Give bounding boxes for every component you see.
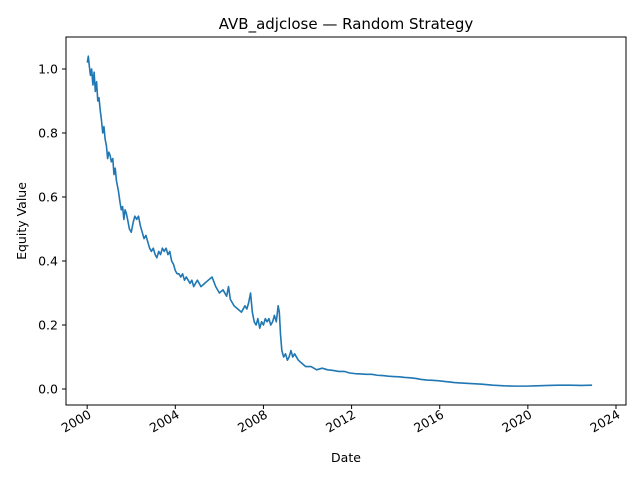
- x-tick-label-5: 2020: [499, 407, 534, 436]
- x-tick-label-0: 2000: [59, 407, 94, 436]
- y-tick-label-1: 0.2: [38, 318, 58, 333]
- plot-series: [86, 55, 593, 387]
- y-tick-label-2: 0.4: [38, 254, 58, 269]
- y-tick-label-4: 0.8: [38, 126, 58, 141]
- y-axis-title: Equity Value: [14, 182, 29, 260]
- plot-frame: [65, 36, 627, 406]
- x-tick-label-3: 2012: [323, 407, 358, 436]
- y-tick-label-5: 1.0: [38, 62, 58, 77]
- y-tick-label-3: 0.6: [38, 190, 58, 205]
- x-tick-label-6: 2024: [587, 407, 622, 436]
- x-tick-label-1: 2004: [147, 407, 182, 436]
- chart-title: AVB_adjclose — Random Strategy: [219, 15, 474, 34]
- x-axis-title: Date: [331, 450, 361, 465]
- y-axis: 0.0 0.2 0.4 0.6 0.8 1.0: [38, 62, 66, 397]
- series-line-0: [86, 55, 593, 387]
- x-tick-label-4: 2016: [411, 407, 446, 436]
- y-tick-label-0: 0.0: [38, 382, 58, 397]
- x-tick-label-2: 2008: [235, 407, 270, 436]
- x-axis: 2000 2004 2008 2012 2016 2020 2024: [59, 405, 623, 436]
